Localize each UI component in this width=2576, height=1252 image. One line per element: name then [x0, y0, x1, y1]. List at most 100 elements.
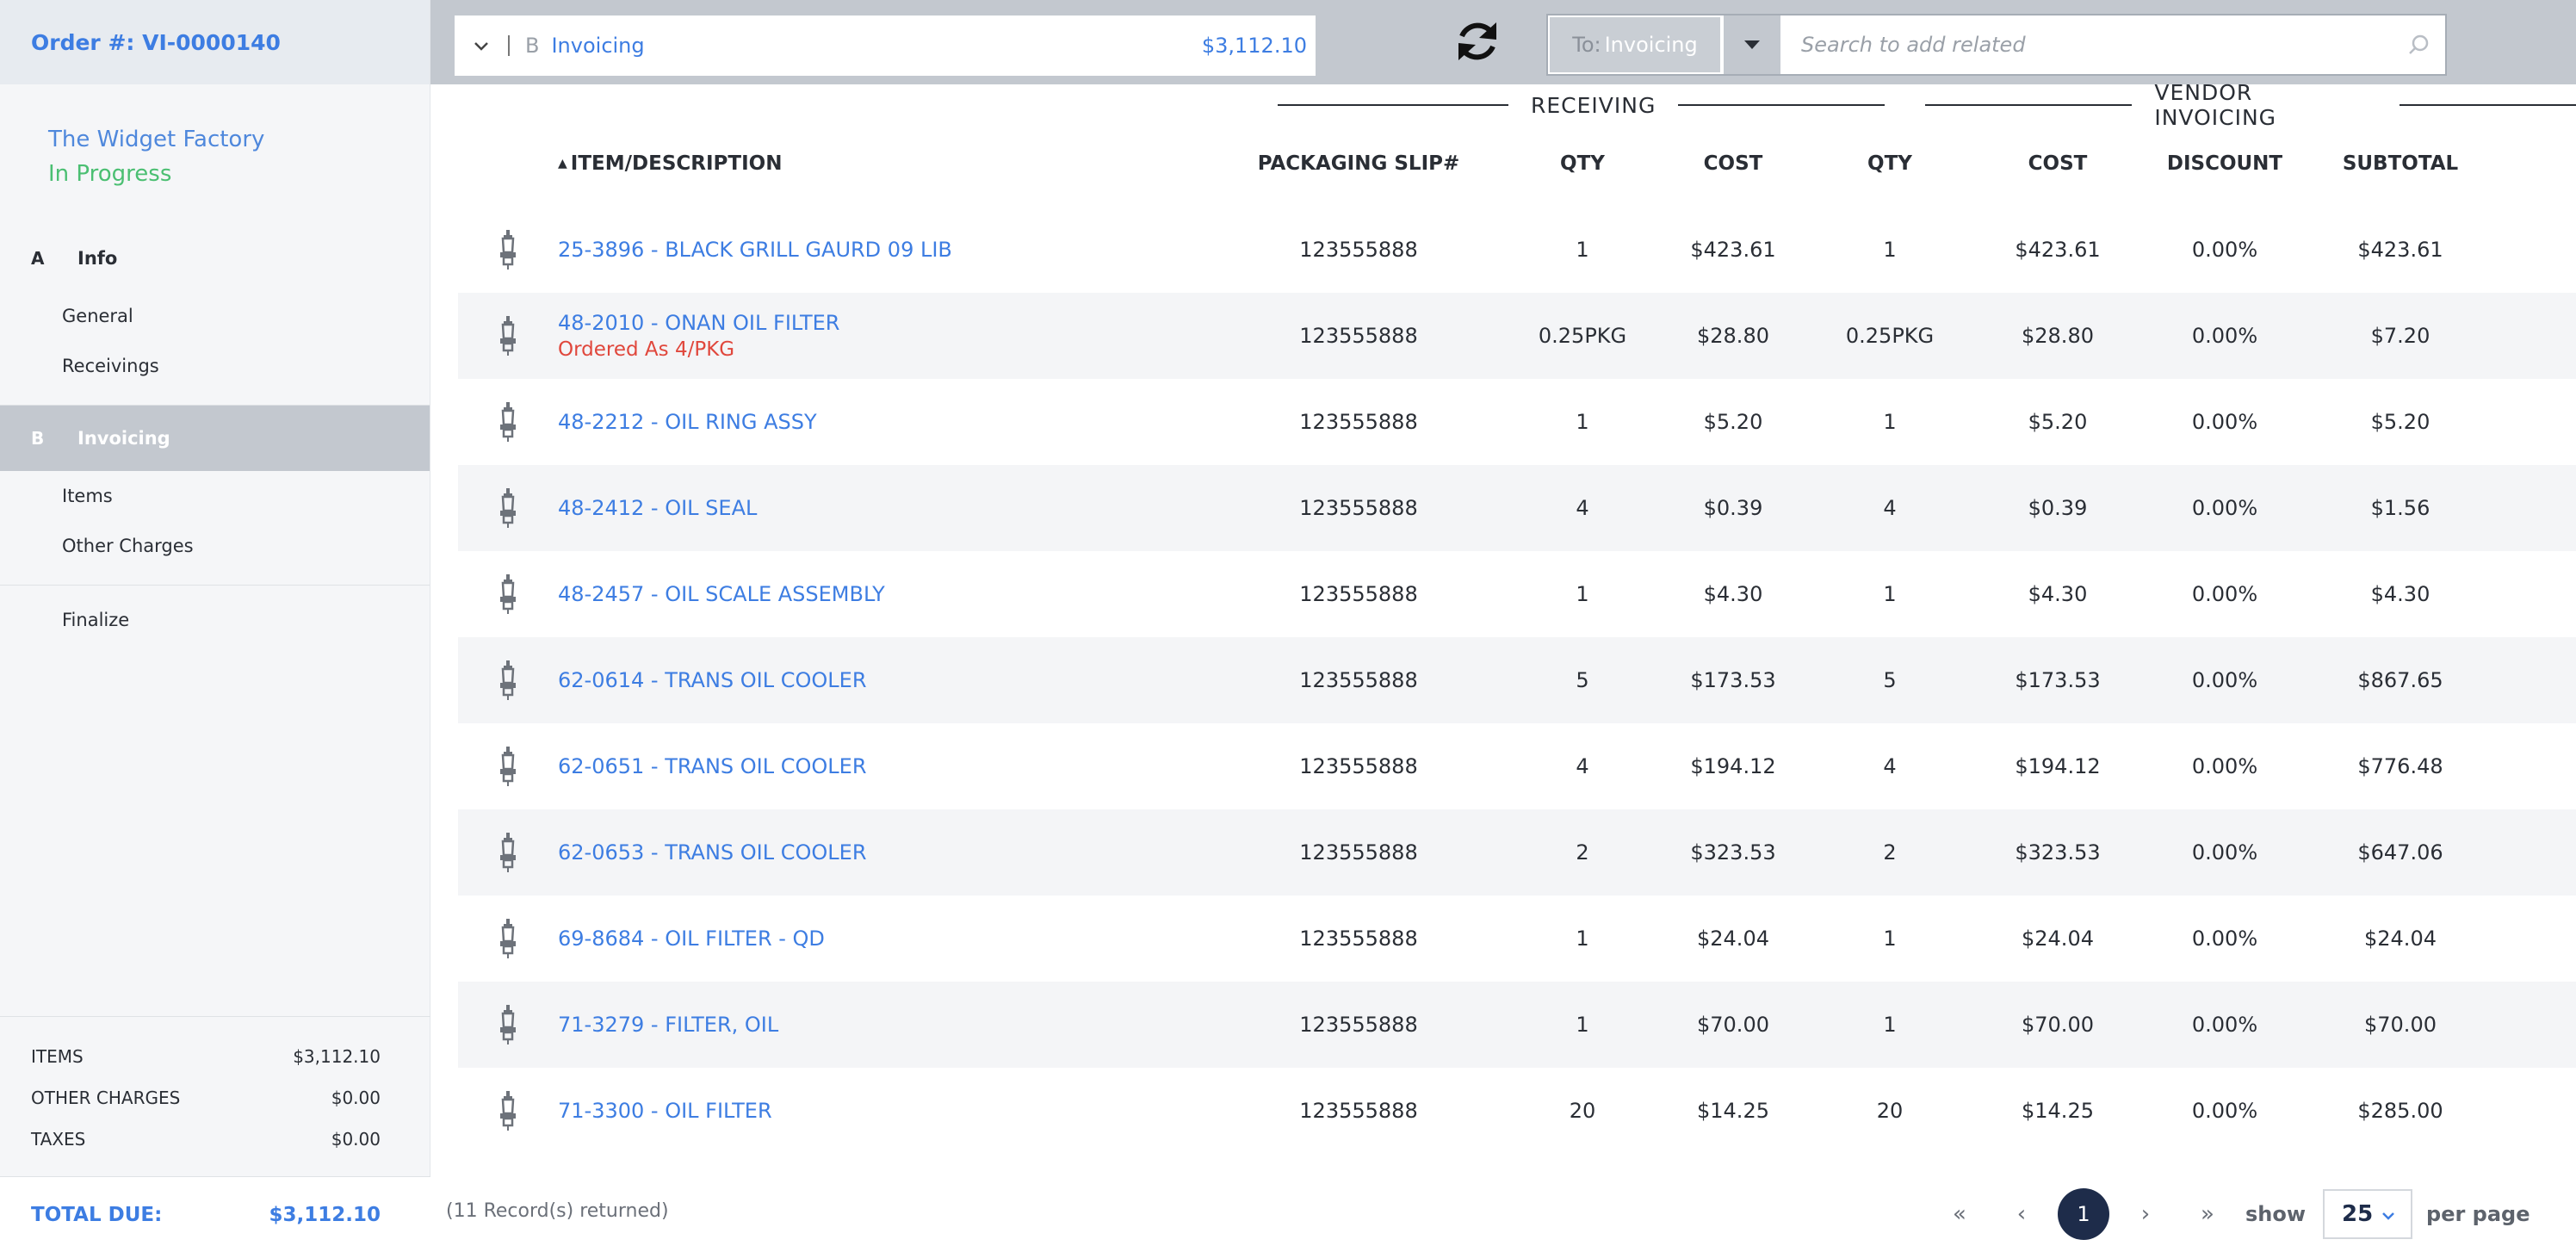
- vendor-qty-cell: 1: [1883, 410, 1897, 434]
- section-letter: B: [525, 34, 540, 58]
- item-description-cell: 48-2010 - ONAN OIL FILTER Ordered As 4/PK…: [558, 311, 1229, 361]
- search-icon[interactable]: [2393, 34, 2445, 56]
- subtotal-cell: $24.04: [2364, 927, 2437, 951]
- column-header-vendor-cost[interactable]: COST: [2028, 152, 2088, 175]
- vendor-qty-cell: 4: [1883, 496, 1897, 520]
- item-link[interactable]: 69-8684 - OIL FILTER - QD: [558, 927, 825, 951]
- column-header-discount[interactable]: DISCOUNT: [2166, 152, 2283, 175]
- item-link[interactable]: 48-2412 - OIL SEAL: [558, 496, 758, 520]
- divider: [508, 35, 510, 56]
- divider: [2399, 104, 2576, 106]
- table-row[interactable]: 69-8684 - OIL FILTER - QD 123555888 1 $24.0…: [458, 896, 2576, 982]
- item-description-cell: 48-2457 - OIL SCALE ASSEMBLY: [558, 582, 1229, 606]
- per-page-select[interactable]: 25: [2323, 1189, 2413, 1239]
- column-header-vendor-qty[interactable]: QTY: [1867, 152, 1912, 175]
- table-row[interactable]: 62-0651 - TRANS OIL COOLER 123555888 4 $194…: [458, 723, 2576, 809]
- divider: [1925, 104, 2133, 106]
- receiving-cost-cell: $194.12: [1690, 754, 1776, 778]
- receiving-cost-cell: $323.53: [1690, 840, 1776, 865]
- item-link[interactable]: 48-2010 - ONAN OIL FILTER: [558, 311, 840, 335]
- sidebar-item-other-charges[interactable]: Other Charges: [62, 536, 194, 556]
- item-link[interactable]: 71-3300 - OIL FILTER: [558, 1099, 772, 1123]
- item-link[interactable]: 71-3279 - FILTER, OIL: [558, 1013, 779, 1037]
- vendor-cost-cell: $24.04: [2022, 927, 2094, 951]
- vendor-name[interactable]: The Widget Factory: [48, 127, 265, 152]
- packaging-slip-cell: 123555888: [1299, 1013, 1418, 1037]
- receiving-cost-cell: $24.04: [1697, 927, 1769, 951]
- table-row[interactable]: 48-2212 - OIL RING ASSY 123555888 1 $5.20 1 $…: [458, 379, 2576, 465]
- table-row[interactable]: 62-0653 - TRANS OIL COOLER 123555888 2 $323…: [458, 809, 2576, 896]
- nav-section-letter: A: [31, 248, 45, 269]
- first-page-icon[interactable]: «: [1953, 1201, 1966, 1227]
- item-link[interactable]: 25-3896 - BLACK GRILL GAURD 09 LIB: [558, 238, 952, 262]
- vendor-qty-cell: 4: [1883, 754, 1897, 778]
- next-page-icon[interactable]: ›: [2140, 1201, 2151, 1227]
- sidebar-item-items[interactable]: Items: [62, 486, 113, 506]
- item-description-cell: 48-2212 - OIL RING ASSY: [558, 410, 1229, 434]
- pagination: « ‹ 1 › » show 25 per page: [1929, 1187, 2530, 1242]
- section-name: Invoicing: [551, 34, 645, 58]
- discount-cell: 0.00%: [2191, 496, 2258, 520]
- vendor-cost-cell: $423.61: [2015, 238, 2101, 262]
- subtotal-cell: $285.00: [2357, 1099, 2443, 1123]
- nav-section-invoicing[interactable]: B Invoicing: [0, 406, 430, 471]
- column-header-label: ITEM/DESCRIPTION: [570, 152, 783, 175]
- table-row[interactable]: 71-3279 - FILTER, OIL 123555888 1 $70.00 1 $7…: [458, 982, 2576, 1068]
- sidebar-item-finalize[interactable]: Finalize: [62, 610, 130, 630]
- column-header-subtotal[interactable]: SUBTOTAL: [2342, 152, 2459, 175]
- totals-taxes-value: $0.00: [331, 1129, 381, 1150]
- item-link[interactable]: 62-0651 - TRANS OIL COOLER: [558, 754, 867, 778]
- target-select[interactable]: To: Invoicing: [1548, 15, 1722, 74]
- item-note: Ordered As 4/PKG: [558, 338, 735, 361]
- last-page-icon[interactable]: »: [2201, 1201, 2214, 1227]
- spark-plug-icon: [458, 230, 558, 270]
- show-label: show: [2245, 1202, 2307, 1226]
- current-page[interactable]: 1: [2058, 1188, 2109, 1240]
- receiving-group-header: RECEIVING: [1278, 90, 1886, 121]
- discount-cell: 0.00%: [2191, 238, 2258, 262]
- nav-section-info[interactable]: A Info: [0, 226, 430, 291]
- total-due: TOTAL DUE: $3,112.10: [0, 1176, 430, 1252]
- table-row[interactable]: 71-3300 - OIL FILTER 123555888 20 $14.25 20 $…: [458, 1068, 2576, 1154]
- item-link[interactable]: 48-2212 - OIL RING ASSY: [558, 410, 817, 434]
- item-description-cell: 62-0653 - TRANS OIL COOLER: [558, 840, 1229, 865]
- sort-asc-icon: ▲: [558, 157, 567, 170]
- table-row[interactable]: 25-3896 - BLACK GRILL GAURD 09 LIB 123555…: [458, 207, 2576, 293]
- subtotal-cell: $647.06: [2357, 840, 2443, 865]
- packaging-slip-cell: 123555888: [1299, 1099, 1418, 1123]
- sidebar-item-general[interactable]: General: [62, 306, 133, 326]
- column-header-packaging-slip[interactable]: PACKAGING SLIP#: [1257, 152, 1460, 175]
- per-page-value: 25: [2342, 1201, 2374, 1227]
- item-link[interactable]: 62-0653 - TRANS OIL COOLER: [558, 840, 867, 865]
- spark-plug-icon: [458, 402, 558, 442]
- target-value: Invoicing: [1604, 33, 1698, 57]
- vendor-qty-cell: 5: [1883, 668, 1897, 692]
- table-row[interactable]: 48-2010 - ONAN OIL FILTER Ordered As 4/PK…: [458, 293, 2576, 379]
- table-row[interactable]: 62-0614 - TRANS OIL COOLER 123555888 5 $173…: [458, 637, 2576, 723]
- vendor-cost-cell: $4.30: [2028, 582, 2088, 606]
- order-number: Order #: VI-0000140: [0, 0, 430, 84]
- column-header-receiving-qty[interactable]: QTY: [1560, 152, 1605, 175]
- receiving-qty-cell: 1: [1576, 410, 1589, 434]
- sidebar-item-receivings[interactable]: Receivings: [62, 356, 159, 376]
- column-header-receiving-cost[interactable]: COST: [1703, 152, 1763, 175]
- refresh-icon[interactable]: [1452, 15, 1503, 67]
- vendor-cost-cell: $70.00: [2022, 1013, 2094, 1037]
- target-dropdown-button[interactable]: [1722, 15, 1780, 74]
- item-link[interactable]: 48-2457 - OIL SCALE ASSEMBLY: [558, 582, 885, 606]
- receiving-cost-cell: $0.39: [1703, 496, 1763, 520]
- table-row[interactable]: 48-2457 - OIL SCALE ASSEMBLY 123555888 1 $4…: [458, 551, 2576, 637]
- spark-plug-icon: [458, 747, 558, 786]
- vendor-qty-cell: 1: [1883, 927, 1897, 951]
- receiving-cost-cell: $173.53: [1690, 668, 1776, 692]
- search-input[interactable]: [1780, 19, 2393, 71]
- spark-plug-icon: [458, 574, 558, 614]
- section-dropdown[interactable]: B Invoicing $3,112.10: [455, 15, 1316, 76]
- packaging-slip-cell: 123555888: [1299, 410, 1418, 434]
- column-header-description[interactable]: ▲ ITEM/DESCRIPTION: [558, 152, 1229, 175]
- prev-page-icon[interactable]: ‹: [2016, 1201, 2027, 1227]
- subtotal-cell: $7.20: [2370, 324, 2430, 348]
- table-row[interactable]: 48-2412 - OIL SEAL 123555888 4 $0.39 4 $0.39 0…: [458, 465, 2576, 551]
- item-link[interactable]: 62-0614 - TRANS OIL COOLER: [558, 668, 867, 692]
- discount-cell: 0.00%: [2191, 668, 2258, 692]
